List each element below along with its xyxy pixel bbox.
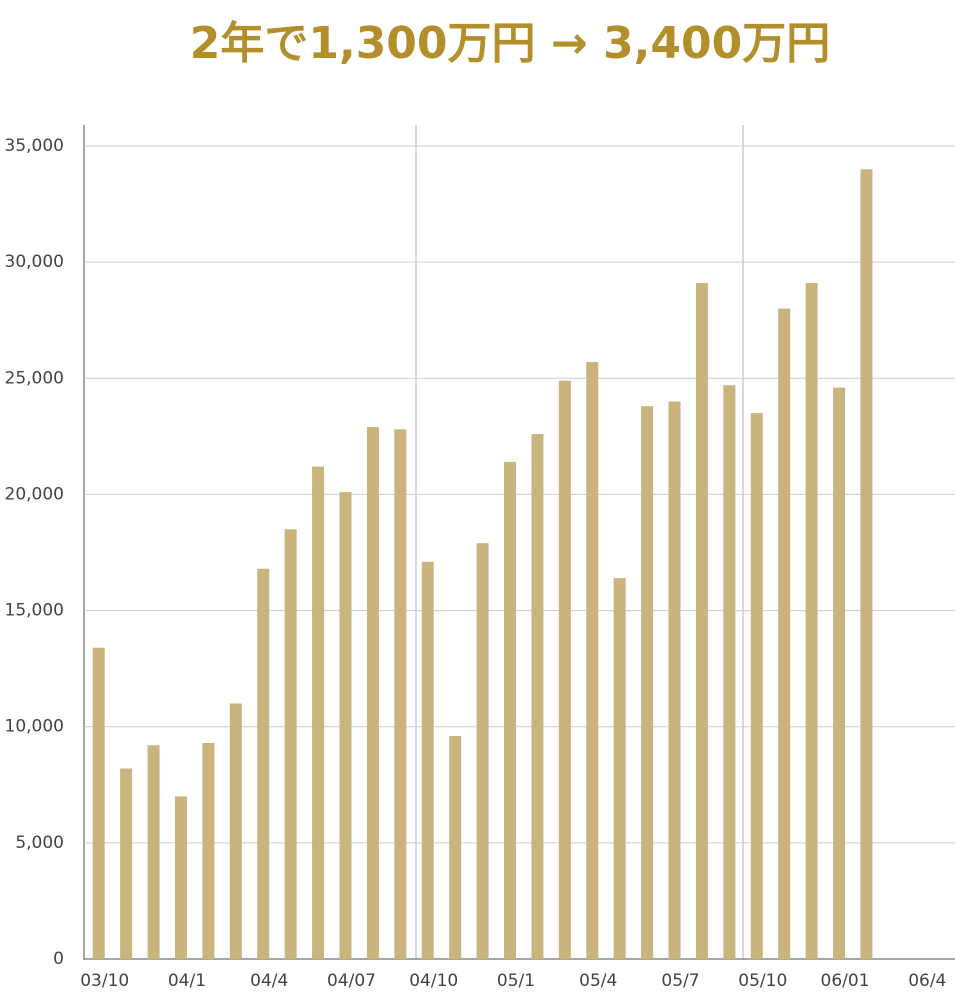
y-tick-label: 15,000 — [5, 601, 64, 621]
bar — [147, 745, 160, 959]
bar — [476, 543, 489, 959]
bar — [750, 413, 763, 960]
x-tick-label: 06/01 — [821, 971, 870, 991]
bar — [613, 578, 626, 959]
bar — [312, 466, 325, 959]
y-tick-label: 10,000 — [5, 717, 64, 737]
bar — [531, 434, 544, 959]
bar — [284, 529, 297, 959]
bar — [92, 647, 105, 959]
chart-title: 2年で1,300万円 → 3,400万円 — [190, 18, 830, 69]
bar — [778, 308, 791, 960]
y-tick-label: 25,000 — [5, 368, 64, 388]
y-tick-label: 35,000 — [5, 136, 64, 156]
y-tick-label: 20,000 — [5, 484, 64, 504]
bar — [421, 561, 434, 959]
bar — [174, 796, 187, 959]
bar — [668, 401, 681, 959]
bar — [366, 427, 379, 960]
x-tick-label: 04/10 — [409, 971, 458, 991]
bar — [257, 568, 270, 959]
x-tick-label: 05/1 — [497, 971, 535, 991]
x-tick-label: 05/10 — [738, 971, 787, 991]
x-tick-label: 05/7 — [661, 971, 699, 991]
bar — [120, 768, 133, 959]
bar — [833, 387, 846, 959]
x-tick-label: 04/07 — [327, 971, 376, 991]
bar — [558, 380, 571, 959]
bar — [641, 406, 654, 959]
x-tick-label: 06/4 — [908, 971, 946, 991]
bar — [723, 385, 736, 959]
bar — [695, 283, 708, 959]
y-tick-label: 30,000 — [5, 252, 64, 272]
y-tick-label: 5,000 — [15, 833, 64, 853]
bar — [586, 362, 599, 959]
bar — [504, 461, 516, 959]
x-tick-label: 05/4 — [579, 971, 617, 991]
x-tick-label: 04/4 — [250, 971, 288, 991]
bar — [860, 169, 873, 959]
x-tick-label: 04/1 — [168, 971, 206, 991]
x-tick-label: 03/10 — [80, 971, 129, 991]
bar — [805, 283, 818, 959]
bar — [449, 736, 462, 959]
bar — [229, 703, 242, 959]
bar — [202, 742, 215, 959]
bar — [339, 492, 352, 959]
bar — [394, 429, 407, 960]
y-tick-label: 0 — [53, 949, 64, 969]
